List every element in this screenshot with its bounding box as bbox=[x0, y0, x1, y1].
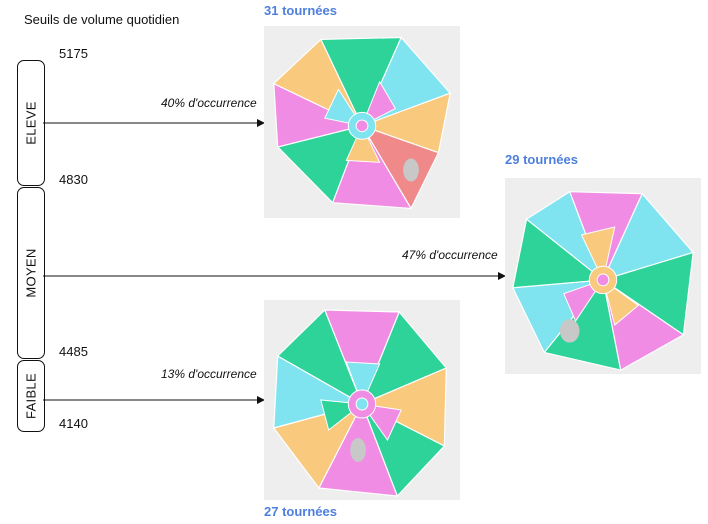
map-faible bbox=[264, 300, 460, 500]
tours-moyen: 29 tournées bbox=[505, 152, 578, 167]
threshold-4830: 4830 bbox=[59, 172, 88, 187]
tours-eleve: 31 tournées bbox=[264, 3, 337, 18]
occurrence-eleve: 40% d'occurrence bbox=[161, 96, 257, 110]
map-eleve bbox=[264, 26, 460, 218]
threshold-4485: 4485 bbox=[59, 344, 88, 359]
band-faible: FAIBLE bbox=[17, 360, 45, 432]
tours-faible: 27 tournées bbox=[264, 504, 337, 519]
band-eleve: ELEVE bbox=[17, 60, 45, 186]
diagram-title: Seuils de volume quotidien bbox=[24, 12, 180, 27]
map-moyen bbox=[505, 178, 701, 374]
threshold-5175: 5175 bbox=[59, 46, 88, 61]
occurrence-faible: 13% d'occurrence bbox=[161, 367, 257, 381]
band-moyen: MOYEN bbox=[17, 187, 45, 359]
occurrence-moyen: 47% d'occurrence bbox=[402, 248, 498, 262]
threshold-4140: 4140 bbox=[59, 416, 88, 431]
